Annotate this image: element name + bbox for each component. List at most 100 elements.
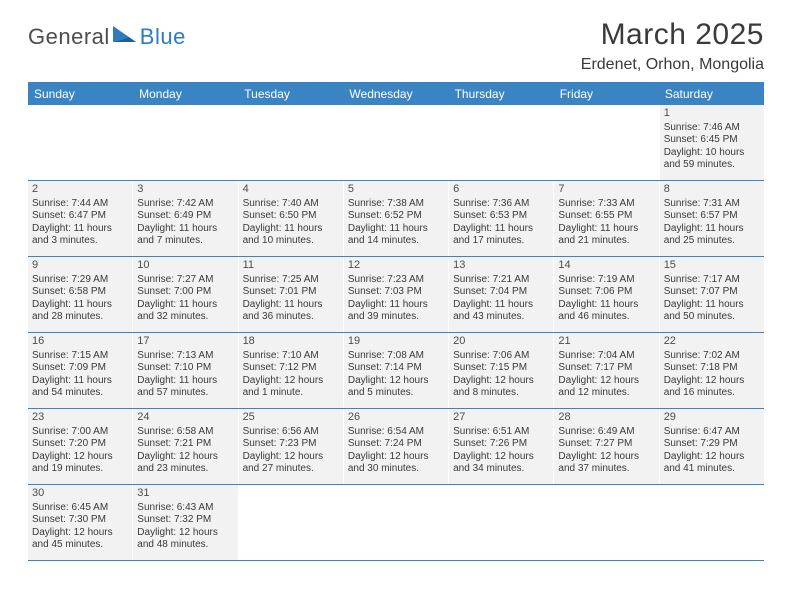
day-cell: 11Sunrise: 7:25 AMSunset: 7:01 PMDayligh… — [239, 257, 344, 332]
day-number: 8 — [664, 183, 760, 197]
sunrise-text: Sunrise: 7:31 AM — [664, 198, 760, 211]
week-row: 9Sunrise: 7:29 AMSunset: 6:58 PMDaylight… — [28, 257, 764, 333]
sunset-text: Sunset: 7:26 PM — [453, 438, 549, 451]
sunset-text: Sunset: 6:57 PM — [664, 210, 760, 223]
logo-text-general: General — [28, 24, 110, 50]
day-number: 16 — [32, 335, 128, 349]
sunset-text: Sunset: 7:29 PM — [664, 438, 760, 451]
sunrise-text: Sunrise: 7:40 AM — [243, 198, 339, 211]
day-cell: 14Sunrise: 7:19 AMSunset: 7:06 PMDayligh… — [554, 257, 659, 332]
sunset-text: Sunset: 7:23 PM — [243, 438, 339, 451]
daylight-text: Daylight: 11 hours and 10 minutes. — [243, 223, 339, 248]
sunrise-text: Sunrise: 7:02 AM — [664, 350, 760, 363]
day-number: 7 — [558, 183, 654, 197]
day-number: 23 — [32, 411, 128, 425]
daylight-text: Daylight: 12 hours and 5 minutes. — [348, 375, 444, 400]
week-row: 16Sunrise: 7:15 AMSunset: 7:09 PMDayligh… — [28, 333, 764, 409]
day-cell: 27Sunrise: 6:51 AMSunset: 7:26 PMDayligh… — [449, 409, 554, 484]
sunset-text: Sunset: 7:04 PM — [453, 286, 549, 299]
sunrise-text: Sunrise: 7:10 AM — [243, 350, 339, 363]
empty-cell — [344, 105, 449, 180]
sunset-text: Sunset: 7:03 PM — [348, 286, 444, 299]
daylight-text: Daylight: 11 hours and 3 minutes. — [32, 223, 128, 248]
dow-friday: Friday — [554, 82, 659, 105]
day-number: 12 — [348, 259, 444, 273]
empty-cell — [239, 105, 344, 180]
location: Erdenet, Orhon, Mongolia — [581, 56, 764, 74]
day-number: 29 — [664, 411, 760, 425]
sunset-text: Sunset: 7:20 PM — [32, 438, 128, 451]
day-cell: 26Sunrise: 6:54 AMSunset: 7:24 PMDayligh… — [344, 409, 449, 484]
day-cell: 23Sunrise: 7:00 AMSunset: 7:20 PMDayligh… — [28, 409, 133, 484]
sunrise-text: Sunrise: 7:06 AM — [453, 350, 549, 363]
daylight-text: Daylight: 11 hours and 43 minutes. — [453, 299, 549, 324]
sunrise-text: Sunrise: 7:13 AM — [137, 350, 233, 363]
sunrise-text: Sunrise: 7:08 AM — [348, 350, 444, 363]
week-row: 2Sunrise: 7:44 AMSunset: 6:47 PMDaylight… — [28, 181, 764, 257]
empty-cell — [239, 485, 344, 560]
empty-cell — [660, 485, 764, 560]
day-cell: 29Sunrise: 6:47 AMSunset: 7:29 PMDayligh… — [660, 409, 764, 484]
day-number: 18 — [243, 335, 339, 349]
day-cell: 4Sunrise: 7:40 AMSunset: 6:50 PMDaylight… — [239, 181, 344, 256]
day-number: 21 — [558, 335, 654, 349]
calendar-page: General Blue March 2025 Erdenet, Orhon, … — [0, 0, 792, 612]
sunset-text: Sunset: 7:17 PM — [558, 362, 654, 375]
daylight-text: Daylight: 12 hours and 12 minutes. — [558, 375, 654, 400]
sunrise-text: Sunrise: 6:43 AM — [137, 502, 233, 515]
header: General Blue March 2025 Erdenet, Orhon, … — [28, 18, 764, 74]
day-number: 30 — [32, 487, 128, 501]
dow-saturday: Saturday — [659, 82, 764, 105]
sunset-text: Sunset: 7:00 PM — [137, 286, 233, 299]
sunset-text: Sunset: 6:58 PM — [32, 286, 128, 299]
daylight-text: Daylight: 12 hours and 30 minutes. — [348, 451, 444, 476]
day-cell: 31Sunrise: 6:43 AMSunset: 7:32 PMDayligh… — [133, 485, 238, 560]
day-number: 14 — [558, 259, 654, 273]
empty-cell — [554, 485, 659, 560]
day-number: 20 — [453, 335, 549, 349]
sunrise-text: Sunrise: 7:21 AM — [453, 274, 549, 287]
sunrise-text: Sunrise: 6:58 AM — [137, 426, 233, 439]
day-cell: 6Sunrise: 7:36 AMSunset: 6:53 PMDaylight… — [449, 181, 554, 256]
day-cell: 5Sunrise: 7:38 AMSunset: 6:52 PMDaylight… — [344, 181, 449, 256]
weeks-container: 1Sunrise: 7:46 AMSunset: 6:45 PMDaylight… — [28, 105, 764, 561]
sunrise-text: Sunrise: 7:42 AM — [137, 198, 233, 211]
day-number: 15 — [664, 259, 760, 273]
sunset-text: Sunset: 7:09 PM — [32, 362, 128, 375]
sunrise-text: Sunrise: 7:46 AM — [664, 122, 760, 135]
day-cell: 30Sunrise: 6:45 AMSunset: 7:30 PMDayligh… — [28, 485, 133, 560]
sunset-text: Sunset: 7:21 PM — [137, 438, 233, 451]
sunset-text: Sunset: 7:24 PM — [348, 438, 444, 451]
sunset-text: Sunset: 6:53 PM — [453, 210, 549, 223]
sunrise-text: Sunrise: 7:19 AM — [558, 274, 654, 287]
title-block: March 2025 Erdenet, Orhon, Mongolia — [581, 18, 764, 74]
sunrise-text: Sunrise: 6:45 AM — [32, 502, 128, 515]
day-number: 4 — [243, 183, 339, 197]
day-number: 2 — [32, 183, 128, 197]
month-title: March 2025 — [581, 18, 764, 52]
sunrise-text: Sunrise: 6:51 AM — [453, 426, 549, 439]
day-cell: 21Sunrise: 7:04 AMSunset: 7:17 PMDayligh… — [554, 333, 659, 408]
sunset-text: Sunset: 7:10 PM — [137, 362, 233, 375]
sunset-text: Sunset: 7:32 PM — [137, 514, 233, 527]
day-cell: 20Sunrise: 7:06 AMSunset: 7:15 PMDayligh… — [449, 333, 554, 408]
day-number: 13 — [453, 259, 549, 273]
week-row: 23Sunrise: 7:00 AMSunset: 7:20 PMDayligh… — [28, 409, 764, 485]
daylight-text: Daylight: 11 hours and 46 minutes. — [558, 299, 654, 324]
daylight-text: Daylight: 11 hours and 36 minutes. — [243, 299, 339, 324]
sunrise-text: Sunrise: 7:33 AM — [558, 198, 654, 211]
daylight-text: Daylight: 12 hours and 41 minutes. — [664, 451, 760, 476]
day-cell: 13Sunrise: 7:21 AMSunset: 7:04 PMDayligh… — [449, 257, 554, 332]
empty-cell — [28, 105, 133, 180]
daylight-text: Daylight: 11 hours and 25 minutes. — [664, 223, 760, 248]
daylight-text: Daylight: 11 hours and 57 minutes. — [137, 375, 233, 400]
flag-icon — [112, 25, 138, 50]
day-cell: 22Sunrise: 7:02 AMSunset: 7:18 PMDayligh… — [660, 333, 764, 408]
daylight-text: Daylight: 12 hours and 27 minutes. — [243, 451, 339, 476]
daylight-text: Daylight: 12 hours and 19 minutes. — [32, 451, 128, 476]
day-cell: 1Sunrise: 7:46 AMSunset: 6:45 PMDaylight… — [660, 105, 764, 180]
daylight-text: Daylight: 11 hours and 39 minutes. — [348, 299, 444, 324]
daylight-text: Daylight: 12 hours and 37 minutes. — [558, 451, 654, 476]
day-number: 27 — [453, 411, 549, 425]
day-number: 24 — [137, 411, 233, 425]
